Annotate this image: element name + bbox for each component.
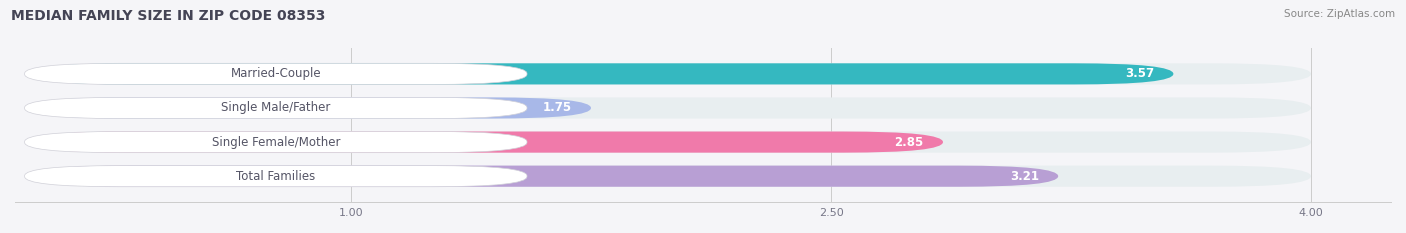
Text: 3.21: 3.21: [1010, 170, 1039, 183]
Text: 3.57: 3.57: [1125, 67, 1154, 80]
FancyBboxPatch shape: [24, 131, 527, 153]
Text: 1.75: 1.75: [543, 102, 572, 114]
FancyBboxPatch shape: [24, 97, 527, 119]
Text: 2.85: 2.85: [894, 136, 924, 149]
FancyBboxPatch shape: [24, 166, 527, 187]
FancyBboxPatch shape: [31, 166, 1310, 187]
Text: Single Male/Father: Single Male/Father: [221, 102, 330, 114]
Text: MEDIAN FAMILY SIZE IN ZIP CODE 08353: MEDIAN FAMILY SIZE IN ZIP CODE 08353: [11, 9, 326, 23]
FancyBboxPatch shape: [31, 63, 1174, 84]
FancyBboxPatch shape: [31, 166, 1059, 187]
FancyBboxPatch shape: [24, 63, 527, 84]
FancyBboxPatch shape: [31, 97, 591, 119]
FancyBboxPatch shape: [31, 131, 1310, 153]
FancyBboxPatch shape: [31, 131, 943, 153]
Text: Source: ZipAtlas.com: Source: ZipAtlas.com: [1284, 9, 1395, 19]
Text: Total Families: Total Families: [236, 170, 315, 183]
FancyBboxPatch shape: [31, 97, 1310, 119]
Text: Single Female/Mother: Single Female/Mother: [211, 136, 340, 149]
FancyBboxPatch shape: [31, 63, 1310, 84]
Text: Married-Couple: Married-Couple: [231, 67, 321, 80]
